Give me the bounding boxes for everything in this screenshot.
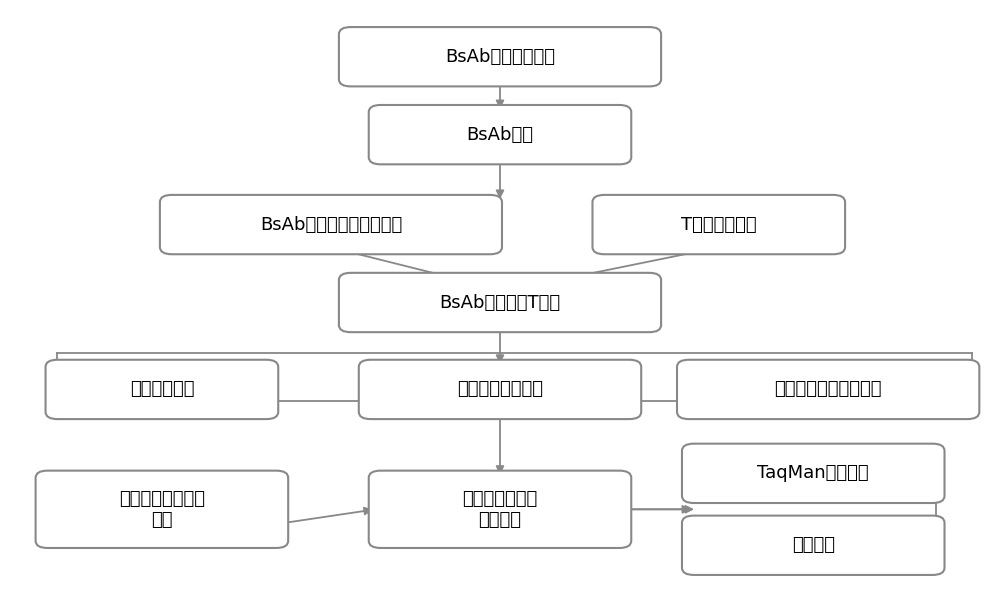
Text: 体外杀瘤效率评估: 体外杀瘤效率评估	[457, 381, 543, 399]
FancyBboxPatch shape	[682, 515, 945, 575]
Text: 免疫组化: 免疫组化	[792, 536, 835, 554]
FancyBboxPatch shape	[677, 360, 979, 419]
FancyBboxPatch shape	[339, 27, 661, 87]
FancyBboxPatch shape	[359, 360, 641, 419]
Text: 细胞因子检测: 细胞因子检测	[130, 381, 194, 399]
FancyBboxPatch shape	[682, 443, 945, 503]
Text: 裸鼠移植瘤模型的
建立: 裸鼠移植瘤模型的 建立	[119, 490, 205, 529]
FancyBboxPatch shape	[46, 360, 278, 419]
FancyBboxPatch shape	[369, 105, 631, 165]
FancyBboxPatch shape	[369, 471, 631, 548]
FancyBboxPatch shape	[160, 195, 502, 254]
Text: T细胞体外扩增: T细胞体外扩增	[681, 215, 757, 234]
Text: 体内安全性、有
效性评估: 体内安全性、有 效性评估	[462, 490, 538, 529]
Text: 肿瘤相关基因表达检测: 肿瘤相关基因表达检测	[774, 381, 882, 399]
FancyBboxPatch shape	[592, 195, 845, 254]
Text: BsAb制备: BsAb制备	[466, 126, 534, 143]
Text: BsAb体外负载T细胞: BsAb体外负载T细胞	[439, 293, 561, 312]
Text: TaqMan基因芯片: TaqMan基因芯片	[757, 465, 869, 482]
FancyBboxPatch shape	[36, 471, 288, 548]
FancyBboxPatch shape	[339, 273, 661, 332]
Text: BsAb稳定性、亲和性分析: BsAb稳定性、亲和性分析	[260, 215, 402, 234]
Text: BsAb序列设计合成: BsAb序列设计合成	[445, 48, 555, 66]
